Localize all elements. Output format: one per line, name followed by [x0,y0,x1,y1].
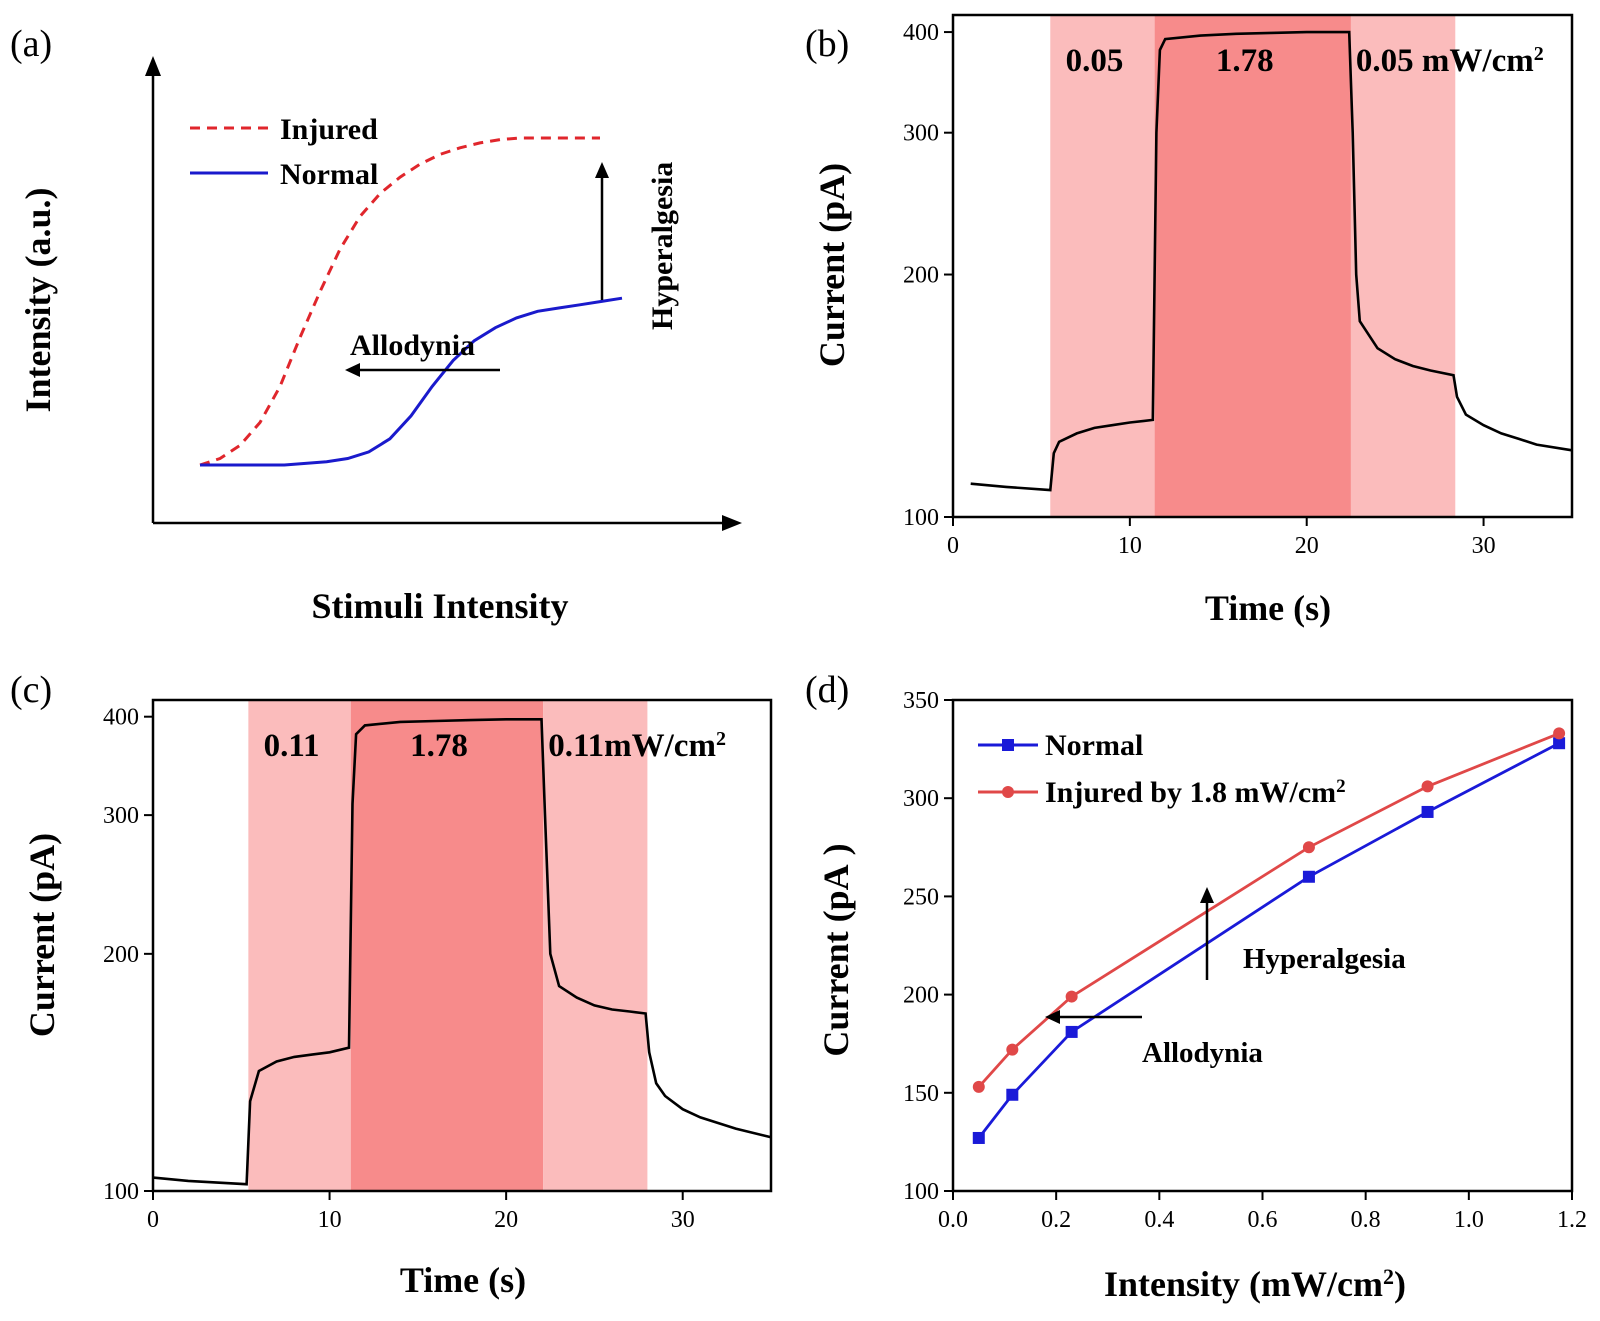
x-tick-label: 0.8 [1351,1207,1381,1233]
panel-a-y-axis-title: Intensity (a.u.) [18,187,58,412]
allodynia-label: Allodynia [1142,1037,1263,1069]
stimulus-region-1 [248,700,351,1191]
x-tick-label: 20 [1295,533,1319,559]
panel-a: (a) Injured Normal Allodynia Hyperalgesi… [10,23,742,626]
panel-c-x-axis-title: Time (s) [400,1260,526,1300]
x-tick-label: 1.2 [1557,1207,1587,1233]
y-tick-label: 400 [903,20,939,46]
y-tick-label: 100 [103,1179,139,1205]
y-tick-label: 200 [103,942,139,968]
legend-label: Injured by 1.8 mW/cm2 [1045,776,1346,810]
panel-a-x-axis-arrowhead [722,515,742,531]
panel-a-plot-area [199,136,623,467]
panel-b-y-axis-title: Current (pA) [812,163,852,367]
data-point-normal [972,1131,985,1144]
x-tick-label: 20 [494,1207,518,1233]
y-tick-label: 300 [903,786,939,812]
x-tick-label: 0.0 [938,1207,968,1233]
data-point-normal [1302,870,1315,883]
series-line-normal [200,296,623,467]
y-tick-label: 100 [903,505,939,531]
panel-c-label: (c) [10,669,52,711]
x-tick-label: 0.2 [1041,1207,1071,1233]
stimulus-region-3 [1350,15,1456,517]
legend-marker [1002,786,1014,798]
data-point-injured [972,1080,985,1093]
panel-c-y-axis-title: Current (pA) [22,833,62,1037]
x-tick-label: 0.4 [1144,1207,1174,1233]
series-line-injured [977,732,1560,1088]
legend-label: Normal [1045,729,1143,762]
data-point-normal [1006,1088,1019,1101]
panel-d-plot-area: 0.0 0.2 0.4 0.6 0.8 1.0 1.2 100 150 200 250 300 350 N… [903,688,1587,1233]
panel-b-x-axis-title: Time (s) [1205,588,1331,628]
data-point-normal [1065,1025,1078,1038]
allodynia-arrowhead [1045,1010,1060,1024]
y-tick-label: 350 [903,688,939,714]
stimulus-label-1: 0.11 [264,728,320,764]
panel-a-y-axis-arrowhead [145,56,161,76]
panel-b-plot-area: 0.05 1.78 0.05 mW/cm2 0 10 20 30 100 200 300 400 [903,13,1574,559]
panel-d-x-axis-title: Intensity (mW/cm2) [1104,1264,1406,1305]
legend-marker [1002,739,1014,751]
stimulus-label-2: 1.78 [1216,43,1274,79]
data-point-normal [1421,805,1434,818]
x-tick-label: 0.6 [1248,1207,1278,1233]
current-trace-line [152,718,772,1186]
stimulus-region-1 [1050,15,1155,517]
panel-d-label: (d) [805,669,849,711]
x-tick-label: 0 [147,1207,159,1233]
series-line-normal [977,741,1560,1139]
allodynia-label: Allodynia [350,329,475,362]
data-point-injured [1421,780,1434,793]
x-tick-label: 30 [671,1207,695,1233]
hyperalgesia-label: Hyperalgesia [646,162,679,330]
series-line-injured [199,136,600,467]
stimulus-region-2 [350,700,544,1191]
x-tick-label: 30 [1472,533,1496,559]
stimulus-label-1: 0.05 [1066,43,1124,79]
y-tick-label: 250 [903,884,939,910]
stimulus-label-2: 1.78 [410,728,468,764]
x-tick-label: 1.0 [1454,1207,1484,1233]
panel-d: (d) 0.0 0.2 0.4 0.6 0.8 1.0 1.2 100 150 200 250 300… [805,669,1587,1304]
panel-b-label: (b) [805,23,849,65]
plot-frame [951,13,1574,519]
legend-label-injured: Injured [280,113,378,146]
data-point-normal [1553,737,1566,750]
x-tick-label: 0 [947,533,959,559]
data-point-injured [1006,1043,1019,1056]
plot-frame [151,698,773,1193]
y-tick-label: 300 [103,803,139,829]
panel-a-x-axis-title: Stimuli Intensity [311,586,568,626]
panel-b: (b) 0.05 1.78 0.05 mW/cm2 0 10 20 30 100 200 300 4… [805,13,1574,628]
data-point-injured [1302,841,1315,854]
panel-c: (c) 0.11 1.78 0.11mW/cm2 0 10 20 30 100 200 300 40… [10,669,773,1300]
y-tick-label: 200 [903,983,939,1009]
x-tick-label: 10 [1118,533,1142,559]
hyperalgesia-label: Hyperalgesia [1243,943,1406,975]
data-point-injured [1553,727,1566,740]
stimulus-label-3: 0.05 mW/cm2 [1356,43,1544,79]
data-point-injured [1065,990,1078,1003]
y-tick-label: 400 [103,705,139,731]
y-tick-label: 150 [903,1081,939,1107]
y-tick-label: 200 [903,263,939,289]
legend-label-normal: Normal [280,158,378,191]
hyperalgesia-arrowhead [1200,887,1214,903]
allodynia-arrowhead [345,363,360,377]
hyperalgesia-arrowhead [595,162,609,178]
panel-a-label: (a) [10,23,52,65]
panel-c-plot-area: 0.11 1.78 0.11mW/cm2 0 10 20 30 100 200 300 400 [103,698,773,1233]
current-trace-line [970,30,1573,492]
x-tick-label: 10 [318,1207,342,1233]
panel-d-y-axis-title: Current (pA ) [816,843,856,1056]
stimulus-region-2 [1154,15,1351,517]
y-tick-label: 100 [903,1179,939,1205]
stimulus-label-3: 0.11mW/cm2 [548,728,726,764]
y-tick-label: 300 [903,121,939,147]
stimulus-region-3 [543,700,648,1191]
